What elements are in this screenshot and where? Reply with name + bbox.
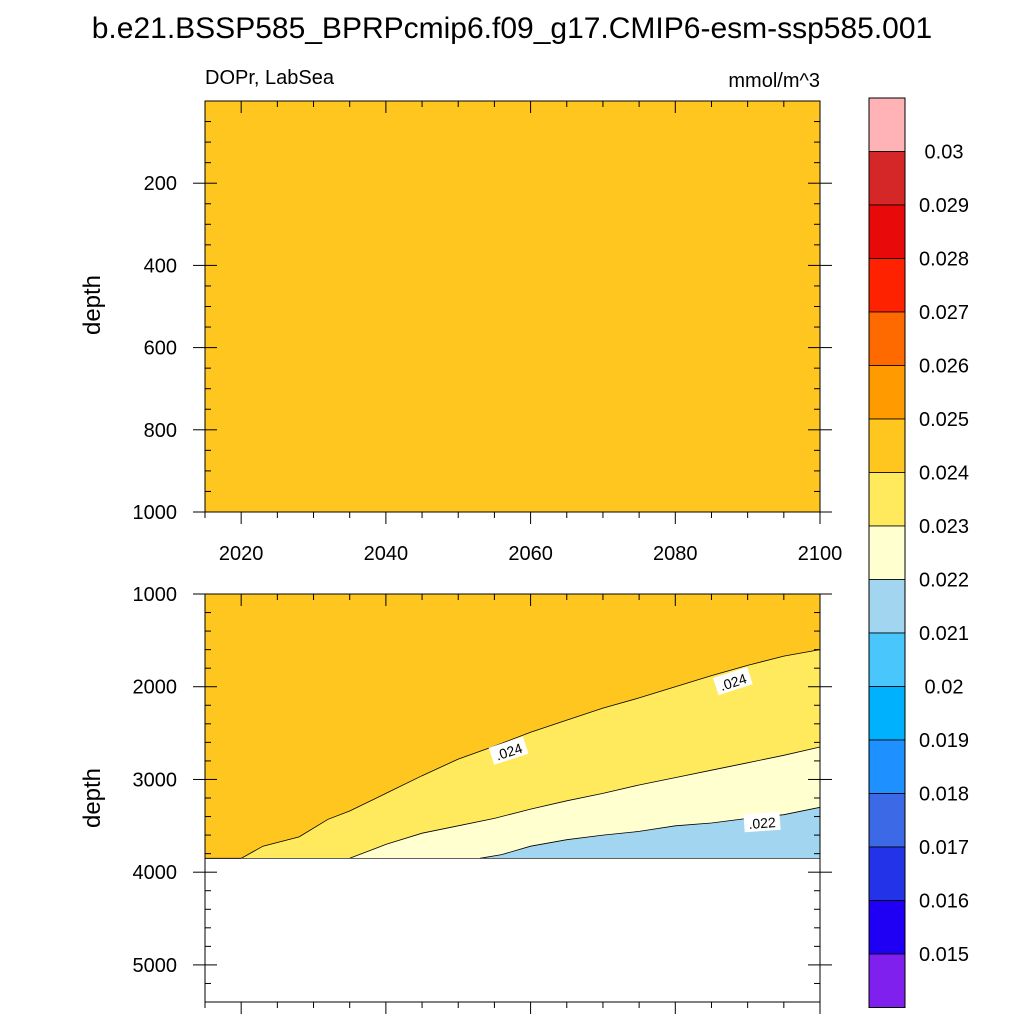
colorbar-swatch bbox=[868, 579, 906, 634]
upper-panel: 200 400 600 800 1000 2020 2040 2060 2080 2100 dept… bbox=[79, 100, 843, 565]
x-tick-label: 2020 bbox=[219, 543, 264, 565]
colorbar-swatch bbox=[868, 151, 906, 206]
colorbar-swatch bbox=[868, 686, 906, 741]
colorbar-frame bbox=[868, 97, 906, 1008]
colorbar-label: 0.017 bbox=[919, 837, 969, 859]
y-tick-label: 600 bbox=[144, 338, 177, 360]
y-tick-label: 4000 bbox=[133, 862, 178, 884]
colorbar-swatch bbox=[868, 793, 906, 848]
colorbar-label: 0.028 bbox=[919, 249, 969, 271]
variable-label: DOPr, LabSea bbox=[205, 67, 335, 89]
colorbar-swatch bbox=[868, 258, 906, 313]
y-tick-label: 400 bbox=[144, 255, 177, 277]
colorbar-label: 0.022 bbox=[919, 570, 969, 592]
y-tick-label: 200 bbox=[144, 173, 177, 195]
colorbar-swatch bbox=[868, 846, 906, 901]
upper-fill-region bbox=[205, 101, 820, 512]
units-label: mmol/m^3 bbox=[728, 70, 820, 92]
y-tick-label: 3000 bbox=[133, 769, 178, 791]
contour-label-group: .022 bbox=[743, 811, 781, 833]
contour-label-bg bbox=[488, 736, 529, 765]
colorbar-label: 0.027 bbox=[919, 302, 969, 324]
figure-title: b.e21.BSSP585_BPRPcmip6.f09_g17.CMIP6-es… bbox=[92, 12, 932, 45]
colorbar-label: 0.025 bbox=[919, 409, 969, 431]
x-tick-label: 2080 bbox=[653, 543, 698, 565]
colorbar-label: 0.02 bbox=[925, 677, 964, 699]
colorbar-label: 0.03 bbox=[925, 142, 964, 164]
colorbar-swatch bbox=[868, 204, 906, 259]
colorbar-label: 0.018 bbox=[919, 784, 969, 806]
colorbar-label: 0.016 bbox=[919, 891, 969, 913]
contour-label-bg bbox=[743, 811, 781, 833]
colorbar-label: 0.029 bbox=[919, 195, 969, 217]
contour-label: .022 bbox=[748, 814, 777, 832]
colorbar-swatch bbox=[868, 365, 906, 420]
colorbar-swatch bbox=[868, 525, 906, 580]
y-tick-label: 800 bbox=[144, 420, 177, 442]
colorbar-swatch bbox=[868, 311, 906, 366]
y-tick-label: 2000 bbox=[133, 677, 178, 699]
upper-y-axis-label: depth bbox=[79, 275, 106, 335]
colorbar-swatch bbox=[868, 900, 906, 955]
colorbar-label: 0.019 bbox=[919, 730, 969, 752]
colorbar-label: 0.023 bbox=[919, 516, 969, 538]
x-tick-label: 2100 bbox=[798, 543, 843, 565]
colorbar: 0.03 0.029 0.028 0.027 0.026 0.025 0.024 0.023 0… bbox=[868, 97, 969, 1008]
colorbar-swatch bbox=[868, 97, 906, 152]
contour-label-bg bbox=[712, 667, 753, 696]
lower-y-axis-label: depth bbox=[79, 768, 106, 828]
colorbar-swatch bbox=[868, 632, 906, 687]
colorbar-label: 0.021 bbox=[919, 623, 969, 645]
y-tick-label: 1000 bbox=[133, 502, 178, 524]
contour-line bbox=[349, 746, 821, 859]
colorbar-swatch bbox=[868, 418, 906, 473]
colorbar-swatch bbox=[868, 739, 906, 794]
x-tick-label: 2060 bbox=[508, 543, 553, 565]
colorbar-swatch bbox=[868, 953, 906, 1008]
colorbar-label: 0.015 bbox=[919, 944, 969, 966]
colorbar-swatch bbox=[868, 472, 906, 527]
y-tick-label: 5000 bbox=[133, 955, 178, 977]
y-tick-label: 1000 bbox=[133, 584, 178, 606]
x-tick-label: 2040 bbox=[364, 543, 409, 565]
colorbar-label: 0.026 bbox=[919, 356, 969, 378]
colorbar-label: 0.024 bbox=[919, 463, 969, 485]
